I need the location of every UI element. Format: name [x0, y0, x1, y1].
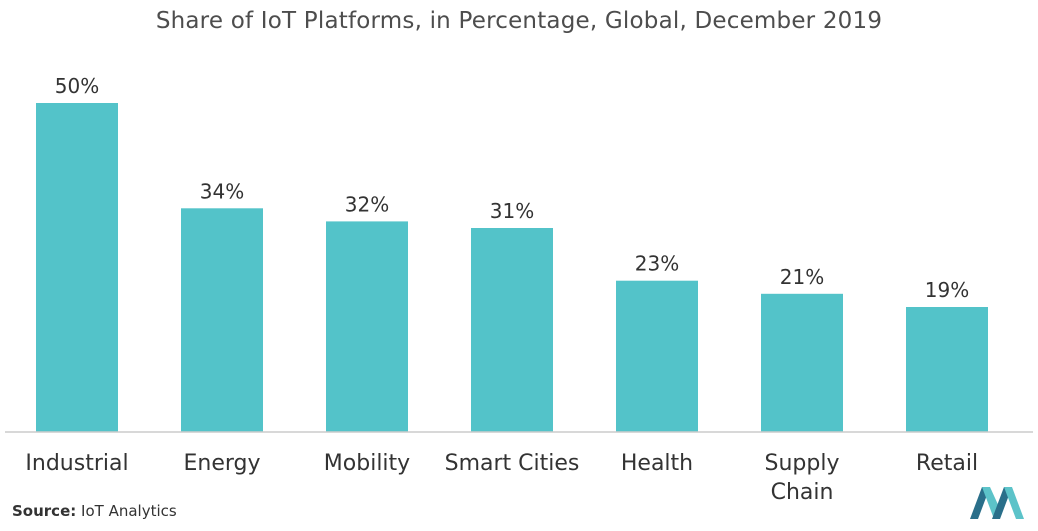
value-label: 23%: [635, 252, 679, 276]
source-text: IoT Analytics: [81, 502, 177, 520]
bar-industrial: [36, 103, 118, 432]
bar-supply-chain: [761, 293, 843, 432]
value-label: 32%: [345, 192, 389, 216]
category-label: Industrial: [25, 451, 128, 476]
value-label: 34%: [200, 179, 244, 203]
bar-smart-cities: [471, 228, 553, 432]
chart-title: Share of IoT Platforms, in Percentage, G…: [155, 8, 883, 34]
category-label: Health: [621, 451, 693, 476]
bar-retail: [906, 307, 988, 432]
category-label: Energy: [183, 451, 260, 476]
bar-health: [616, 280, 698, 432]
source-note: Source: IoT Analytics: [12, 502, 177, 520]
bar-mobility: [326, 221, 408, 432]
value-label: 31%: [490, 199, 534, 223]
value-label: 19%: [925, 278, 969, 302]
brand-logo-icon: [970, 487, 1024, 519]
value-label: 50%: [55, 74, 99, 98]
category-label: Supply Chain: [765, 451, 840, 505]
category-label: Retail: [916, 451, 978, 476]
category-label: Mobility: [324, 451, 410, 476]
category-label: Smart Cities: [445, 451, 580, 476]
bar-energy: [181, 208, 263, 432]
value-label: 21%: [780, 265, 824, 289]
source-label: Source:: [12, 502, 77, 520]
